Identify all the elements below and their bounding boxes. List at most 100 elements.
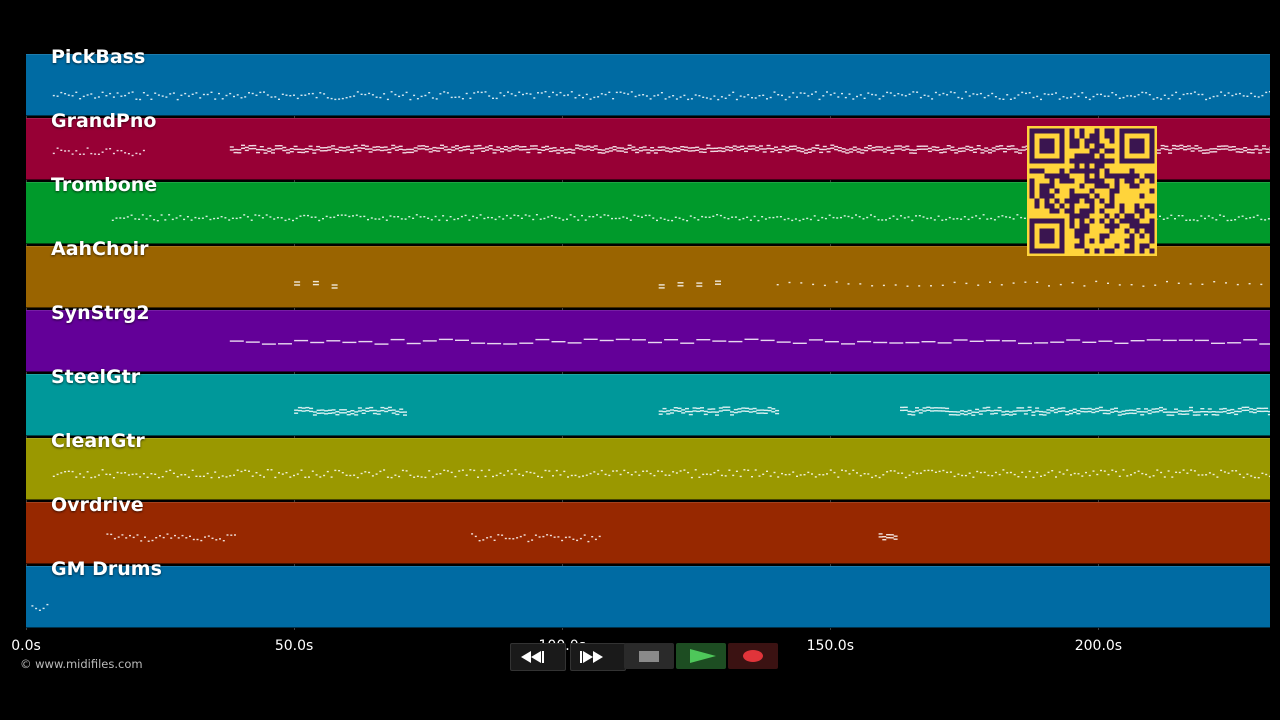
note — [608, 147, 613, 149]
note — [1096, 473, 1099, 476]
note — [116, 149, 119, 152]
note — [953, 339, 968, 341]
track-ovrdrive[interactable]: Ovrdrive — [26, 494, 1270, 564]
note — [97, 153, 100, 155]
note — [577, 219, 580, 221]
note — [146, 476, 149, 478]
note — [1002, 469, 1005, 471]
note — [435, 473, 438, 475]
note — [342, 409, 347, 411]
note — [691, 150, 696, 152]
note — [666, 410, 671, 412]
note — [1098, 406, 1103, 409]
note — [199, 97, 202, 99]
note — [571, 149, 576, 151]
track-synstrg2[interactable]: SynStrg2 — [26, 302, 1270, 372]
note — [1246, 151, 1251, 154]
note — [434, 215, 437, 218]
note — [142, 92, 145, 94]
note — [583, 534, 586, 536]
note — [990, 217, 993, 220]
note — [183, 218, 186, 221]
note — [922, 407, 927, 409]
note — [735, 98, 738, 101]
note — [600, 469, 603, 472]
note — [82, 95, 85, 98]
note — [1235, 470, 1238, 472]
note — [127, 474, 130, 476]
note — [866, 216, 869, 219]
note — [553, 536, 556, 538]
note — [991, 150, 996, 152]
note — [310, 341, 325, 344]
note — [761, 216, 764, 218]
track-cleangtr[interactable]: CleanGtr — [26, 430, 1270, 500]
note — [409, 98, 412, 101]
note — [196, 538, 199, 541]
note — [538, 536, 541, 538]
note — [450, 471, 453, 474]
note — [154, 473, 157, 475]
note — [768, 216, 771, 219]
note — [905, 341, 920, 344]
note — [338, 98, 341, 100]
note — [390, 91, 393, 93]
note — [530, 148, 534, 150]
note — [904, 476, 907, 479]
note — [1095, 410, 1100, 413]
note — [517, 215, 520, 217]
note — [676, 150, 681, 153]
note — [1230, 408, 1235, 411]
note — [296, 473, 299, 475]
track-steelgtr[interactable]: SteelGtr — [26, 366, 1270, 436]
play-button[interactable] — [676, 643, 726, 669]
note — [451, 146, 456, 148]
track-aahchoir[interactable]: AahChoir — [26, 238, 1270, 308]
note — [984, 150, 989, 152]
track-notes — [106, 533, 898, 543]
note — [1070, 474, 1072, 476]
note — [997, 409, 1002, 412]
note — [721, 150, 726, 153]
fast-forward-button[interactable] — [570, 643, 626, 671]
note — [56, 147, 59, 149]
note — [1227, 472, 1230, 474]
note — [316, 409, 321, 411]
note — [455, 148, 459, 150]
track-pickbass[interactable]: PickBass — [26, 46, 1270, 116]
note — [309, 410, 314, 413]
note — [1245, 217, 1248, 220]
track-gm-drums[interactable]: GM Drums — [26, 558, 1270, 628]
note — [470, 152, 474, 154]
note — [1148, 476, 1151, 478]
note — [882, 474, 885, 476]
note — [599, 339, 614, 342]
note — [90, 152, 93, 155]
note — [492, 97, 494, 99]
note — [337, 214, 339, 216]
stop-button[interactable] — [624, 643, 674, 669]
note — [472, 215, 475, 218]
note — [871, 149, 876, 152]
note — [541, 149, 546, 151]
note — [924, 148, 929, 150]
note — [132, 536, 135, 539]
note — [380, 406, 385, 409]
note — [698, 151, 703, 153]
note — [976, 145, 981, 147]
note — [677, 282, 684, 284]
note — [915, 407, 919, 409]
note — [930, 410, 934, 412]
note — [587, 540, 590, 543]
record-button[interactable] — [728, 643, 778, 669]
note — [534, 534, 537, 536]
note — [285, 472, 288, 474]
note — [134, 218, 137, 220]
note — [961, 147, 966, 149]
note — [1237, 216, 1240, 218]
note — [696, 339, 711, 341]
note — [420, 476, 423, 478]
note — [717, 98, 720, 101]
note — [1012, 410, 1017, 412]
rewind-button[interactable] — [510, 643, 566, 671]
